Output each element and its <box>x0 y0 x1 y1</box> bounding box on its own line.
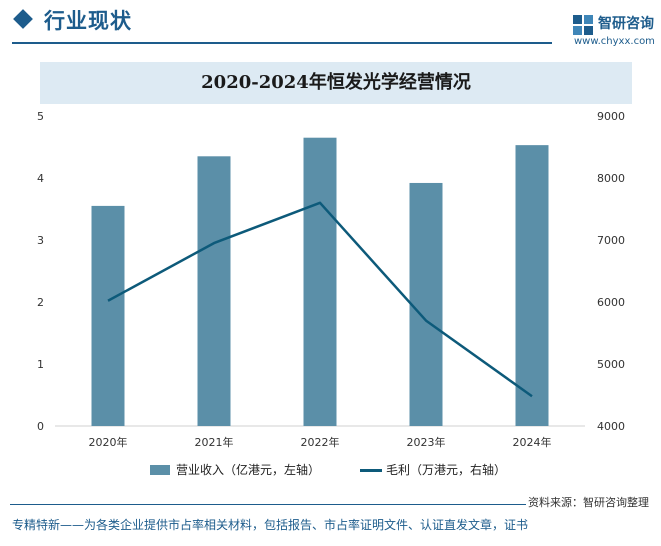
right-tick-label: 5000 <box>597 358 625 371</box>
x-tick-label: 2024年 <box>513 435 552 449</box>
left-tick-label: 0 <box>37 420 44 433</box>
left-tick-label: 5 <box>37 110 44 123</box>
legend: 营业收入（亿港元，左轴） 毛利（万港元，右轴） <box>150 461 570 479</box>
chart-title-bar: 2020-2024年恒发光学经营情况 <box>40 62 632 104</box>
legend-label-revenue: 营业收入（亿港元，左轴） <box>176 463 321 477</box>
bar-series <box>91 137 549 427</box>
x-tick-label: 2022年 <box>301 435 340 449</box>
right-tick-label: 6000 <box>597 296 625 309</box>
x-tick-label: 2021年 <box>195 435 234 449</box>
brand-name: 智研咨询 <box>598 16 654 32</box>
legend-swatch-bar <box>150 465 170 475</box>
footer-tagline: 专精特新——为各类企业提供市占率相关材料，包括报告、市占率证明文件、认证直发文章… <box>12 518 529 532</box>
left-tick-label: 1 <box>37 358 44 371</box>
brand-logo-icon <box>573 15 593 35</box>
revenue-bar <box>409 182 443 426</box>
revenue-bar <box>197 156 231 427</box>
right-tick-label: 9000 <box>597 110 625 123</box>
source-note: 资料来源：智研咨询整理 <box>526 494 651 510</box>
revenue-bar <box>303 137 337 426</box>
profit-line <box>107 201 533 398</box>
right-tick-label: 7000 <box>597 234 625 247</box>
legend-swatch-line <box>360 469 382 472</box>
chart-title: 2020-2024年恒发光学经营情况 <box>201 72 471 93</box>
revenue-bar <box>515 145 549 426</box>
right-axis: 4000 5000 6000 7000 8000 9000 <box>597 110 625 433</box>
diamond-icon <box>13 9 33 29</box>
left-tick-label: 3 <box>37 234 44 247</box>
left-tick-label: 4 <box>37 172 44 185</box>
left-tick-label: 2 <box>37 296 44 309</box>
brand-url: www.chyxx.com <box>574 36 655 47</box>
page-header: 行业现状 智研咨询 www.chyxx.com <box>0 0 661 48</box>
footer-divider <box>10 504 651 505</box>
header-divider <box>12 42 552 44</box>
right-tick-label: 8000 <box>597 172 625 185</box>
x-axis-labels: 2020年 2021年 2022年 2023年 2024年 <box>89 435 552 449</box>
x-tick-label: 2023年 <box>407 435 446 449</box>
legend-label-profit: 毛利（万港元，右轴） <box>386 463 507 477</box>
right-tick-label: 4000 <box>597 420 625 433</box>
x-tick-label: 2020年 <box>89 435 128 449</box>
left-axis: 0 1 2 3 4 5 <box>37 110 44 433</box>
revenue-bar <box>91 205 125 426</box>
section-title: 行业现状 <box>44 9 132 33</box>
